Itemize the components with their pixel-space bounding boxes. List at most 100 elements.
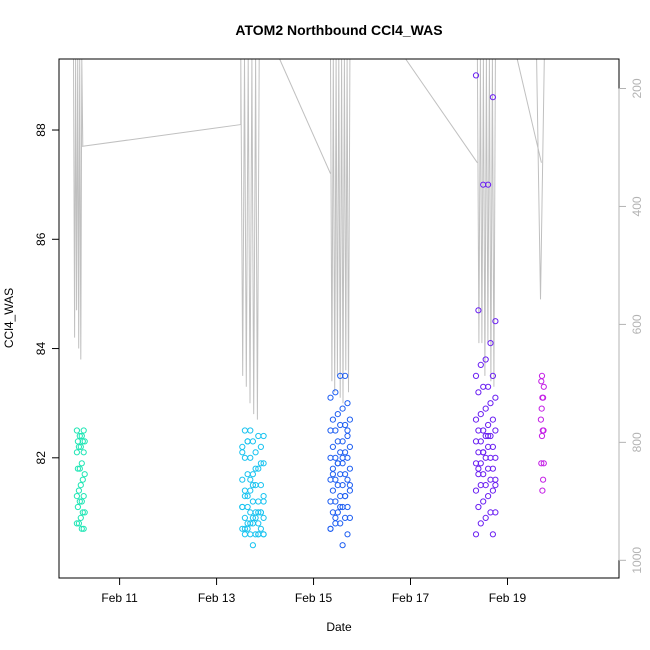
- data-point: [540, 460, 547, 467]
- data-point: [81, 471, 88, 478]
- data-point: [339, 503, 346, 511]
- data-point: [344, 531, 351, 538]
- altitude-trace: [73, 58, 546, 420]
- data-point: [78, 525, 85, 532]
- chart-title: ATOM2 Northbound CCl4_WAS: [235, 22, 442, 38]
- data-point: [255, 509, 262, 516]
- data-point: [329, 443, 336, 450]
- data-point: [337, 449, 344, 456]
- data-point: [327, 476, 334, 483]
- data-point: [485, 443, 492, 450]
- data-point: [346, 482, 353, 489]
- data-point: [81, 438, 88, 445]
- data-point: [260, 460, 267, 467]
- data-point: [255, 531, 262, 538]
- trace-segment: [240, 58, 261, 420]
- data-point: [247, 509, 254, 516]
- data-point: [472, 531, 480, 538]
- data-point: [329, 487, 336, 494]
- data-point: [492, 318, 499, 325]
- data-point: [329, 471, 336, 478]
- data-point: [327, 427, 334, 434]
- data-point: [339, 454, 346, 461]
- data-point: [249, 482, 256, 489]
- data-point: [482, 514, 489, 522]
- data-point: [475, 307, 482, 314]
- data-point: [332, 514, 339, 522]
- data-point: [339, 542, 346, 549]
- data-point: [239, 525, 246, 532]
- data-point: [344, 427, 351, 434]
- data-point: [77, 443, 84, 450]
- x-tick-label: Feb 11: [101, 591, 138, 605]
- x-tick-label: Feb 13: [198, 591, 236, 605]
- y-axis: 82 84 86 88: [34, 123, 60, 465]
- data-point: [337, 421, 344, 429]
- secondary-tick-label: 1000: [630, 547, 644, 574]
- data-point: [239, 503, 246, 511]
- data-point: [257, 525, 264, 532]
- data-point: [241, 454, 248, 461]
- data-point: [79, 438, 86, 445]
- trace-connector: [405, 58, 478, 164]
- data-point: [475, 427, 482, 434]
- y-axis-label: CCl4_WAS: [2, 288, 16, 348]
- data-point: [252, 449, 259, 456]
- data-point: [477, 520, 484, 527]
- data-point: [334, 482, 341, 489]
- data-point: [73, 427, 81, 434]
- data-point: [76, 432, 83, 440]
- data-point: [337, 503, 344, 511]
- data-point: [472, 416, 480, 423]
- data-point: [76, 498, 83, 505]
- secondary-y-axis: 200 400 600 800 1000: [618, 78, 644, 574]
- data-point: [346, 443, 353, 450]
- data-point: [489, 372, 496, 379]
- data-point: [244, 520, 251, 527]
- data-point: [80, 427, 87, 434]
- data-point: [73, 520, 81, 527]
- data-point: [75, 487, 83, 494]
- data-point: [472, 372, 480, 379]
- data-point: [255, 465, 262, 472]
- data-point: [537, 416, 545, 423]
- data-point: [539, 394, 546, 401]
- data-point: [327, 525, 334, 532]
- data-point: [74, 465, 82, 472]
- data-point: [485, 465, 492, 472]
- data-point: [241, 487, 248, 494]
- data-point: [80, 493, 87, 500]
- x-tick-label: Feb 19: [489, 591, 527, 605]
- data-point: [78, 498, 85, 505]
- data-point: [492, 427, 499, 434]
- y-tick-label: 82: [34, 451, 48, 465]
- data-point: [487, 509, 494, 516]
- data-point: [472, 460, 480, 467]
- trace-connector: [81, 124, 241, 147]
- data-point: [482, 405, 489, 412]
- data-point: [241, 514, 248, 522]
- data-point: [492, 394, 499, 401]
- data-point: [342, 514, 349, 522]
- data-point: [480, 498, 487, 505]
- data-point: [339, 405, 346, 412]
- data-point: [540, 476, 547, 483]
- data-point: [244, 438, 251, 445]
- data-point: [482, 356, 489, 363]
- data-point: [255, 432, 262, 440]
- data-point: [344, 400, 351, 407]
- data-point: [76, 465, 83, 472]
- data-point: [80, 449, 87, 456]
- data-point: [482, 454, 489, 461]
- data-point: [487, 340, 494, 347]
- data-point: [487, 476, 494, 483]
- y-tick-label: 84: [34, 342, 48, 356]
- data-point: [334, 438, 341, 445]
- data-point: [337, 471, 344, 478]
- data-point: [346, 416, 353, 423]
- data-point: [239, 449, 246, 456]
- data-point: [332, 389, 339, 396]
- data-point: [80, 525, 87, 532]
- data-point: [329, 416, 336, 423]
